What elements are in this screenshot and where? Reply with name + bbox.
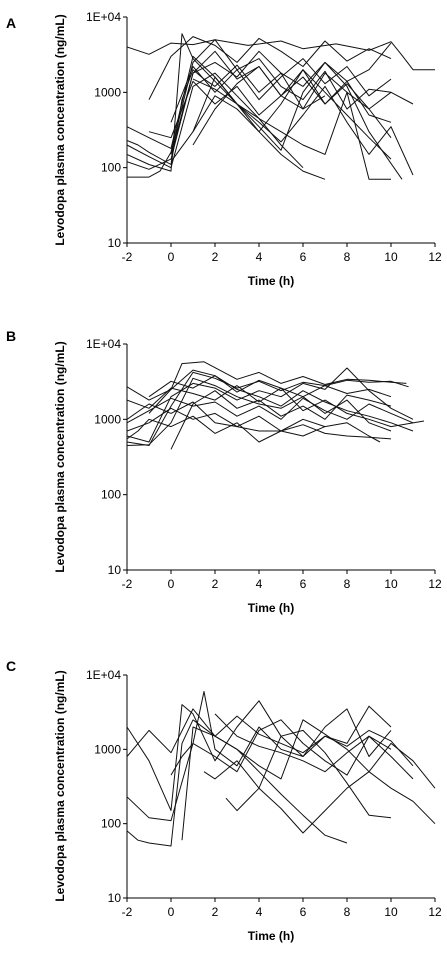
series-line [192,78,391,180]
series-line [126,407,381,443]
series-line [181,726,348,844]
y-axis-title: Levodopa plasma concentration (ng/mL) [53,670,67,901]
x-tick-label: 4 [256,905,263,919]
x-tick-label: 6 [300,577,307,591]
series-line [126,385,425,428]
y-tick-label: 10 [108,563,122,577]
x-tick-label: 6 [300,905,307,919]
series-line [126,72,304,169]
panel-a: A 10 100 1000 1E+04 -2 0 2 4 6 8 10 12 Time (h) Levodo… [6,10,442,288]
series-line [126,401,392,440]
x-axis-title: Time (h) [248,601,294,615]
y-tick-label: 100 [101,488,121,502]
panel-letter: B [6,328,16,344]
x-tick-label: 4 [256,250,263,264]
y-tick-label: 100 [101,161,121,175]
y-tick-label: 10 [108,236,122,250]
series-line [148,375,392,398]
y-tick-label: 1E+04 [86,337,121,351]
series-line [170,42,392,155]
y-tick-label: 10 [108,891,122,905]
x-tick-label: 6 [300,250,307,264]
series-line [192,69,392,160]
x-tick-label: 10 [384,905,398,919]
x-tick-label: 0 [168,905,175,919]
x-tick-label: 12 [428,577,442,591]
series-line [148,36,392,100]
x-tick-label: 2 [212,250,219,264]
x-tick-label: 8 [344,577,351,591]
x-tick-label: 10 [384,250,398,264]
series-line [214,713,392,773]
series-line [170,58,392,123]
series-line [126,371,409,446]
panel-letter: C [6,658,16,674]
series-line [170,76,414,176]
x-tick-label: 8 [344,250,351,264]
series-line [225,729,392,819]
series-line [126,377,392,446]
x-tick-label: 8 [344,905,351,919]
series-line [170,390,392,450]
x-axis-title: Time (h) [248,929,294,943]
series-line [126,39,435,71]
series-line [148,369,414,432]
x-tick-label: 10 [384,577,398,591]
y-axis-title: Levodopa plasma concentration (ng/mL) [53,14,67,245]
y-tick-label: 1E+04 [86,668,121,682]
series-line [126,415,326,443]
x-axis-title: Time (h) [248,274,294,288]
series-line [203,760,436,834]
panel-letter: A [6,15,16,31]
y-tick-label: 100 [101,817,121,831]
x-tick-label: 4 [256,577,263,591]
y-tick-label: 1E+04 [86,10,121,24]
series-line [126,367,414,443]
x-tick-label: 12 [428,905,442,919]
panel-c: C 10 100 1000 1E+04 -2 0 2 4 6 8 10 12 Time (h) Levodo… [6,658,442,943]
series-line [126,361,407,401]
x-tick-label: -2 [122,905,133,919]
x-tick-label: -2 [122,250,133,264]
series-line [126,64,326,165]
series-line [126,700,392,812]
series-line [192,719,436,789]
x-tick-label: 2 [212,577,219,591]
y-tick-label: 1000 [94,85,121,99]
x-tick-label: 12 [428,250,442,264]
x-tick-label: -2 [122,577,133,591]
panel-b: B 10 100 1000 1E+04 -2 0 2 4 6 8 10 12 Time (h) Levodo… [6,328,442,615]
y-tick-label: 1000 [94,742,121,756]
series-line [126,397,414,424]
y-tick-label: 1000 [94,412,121,426]
x-tick-label: 2 [212,905,219,919]
x-tick-label: 0 [168,250,175,264]
series-line [126,719,194,847]
x-tick-label: 0 [168,577,175,591]
y-axis-title: Levodopa plasma concentration (ng/mL) [53,341,67,572]
